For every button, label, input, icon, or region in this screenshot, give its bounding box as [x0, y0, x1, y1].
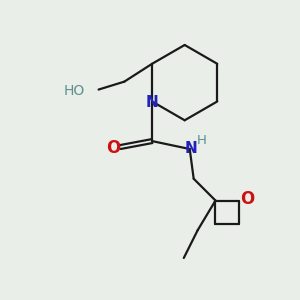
Text: N: N [184, 140, 197, 155]
Text: HO: HO [64, 84, 85, 98]
Text: O: O [240, 190, 254, 208]
Text: N: N [146, 95, 158, 110]
Text: H: H [197, 134, 206, 147]
Text: O: O [106, 139, 121, 157]
